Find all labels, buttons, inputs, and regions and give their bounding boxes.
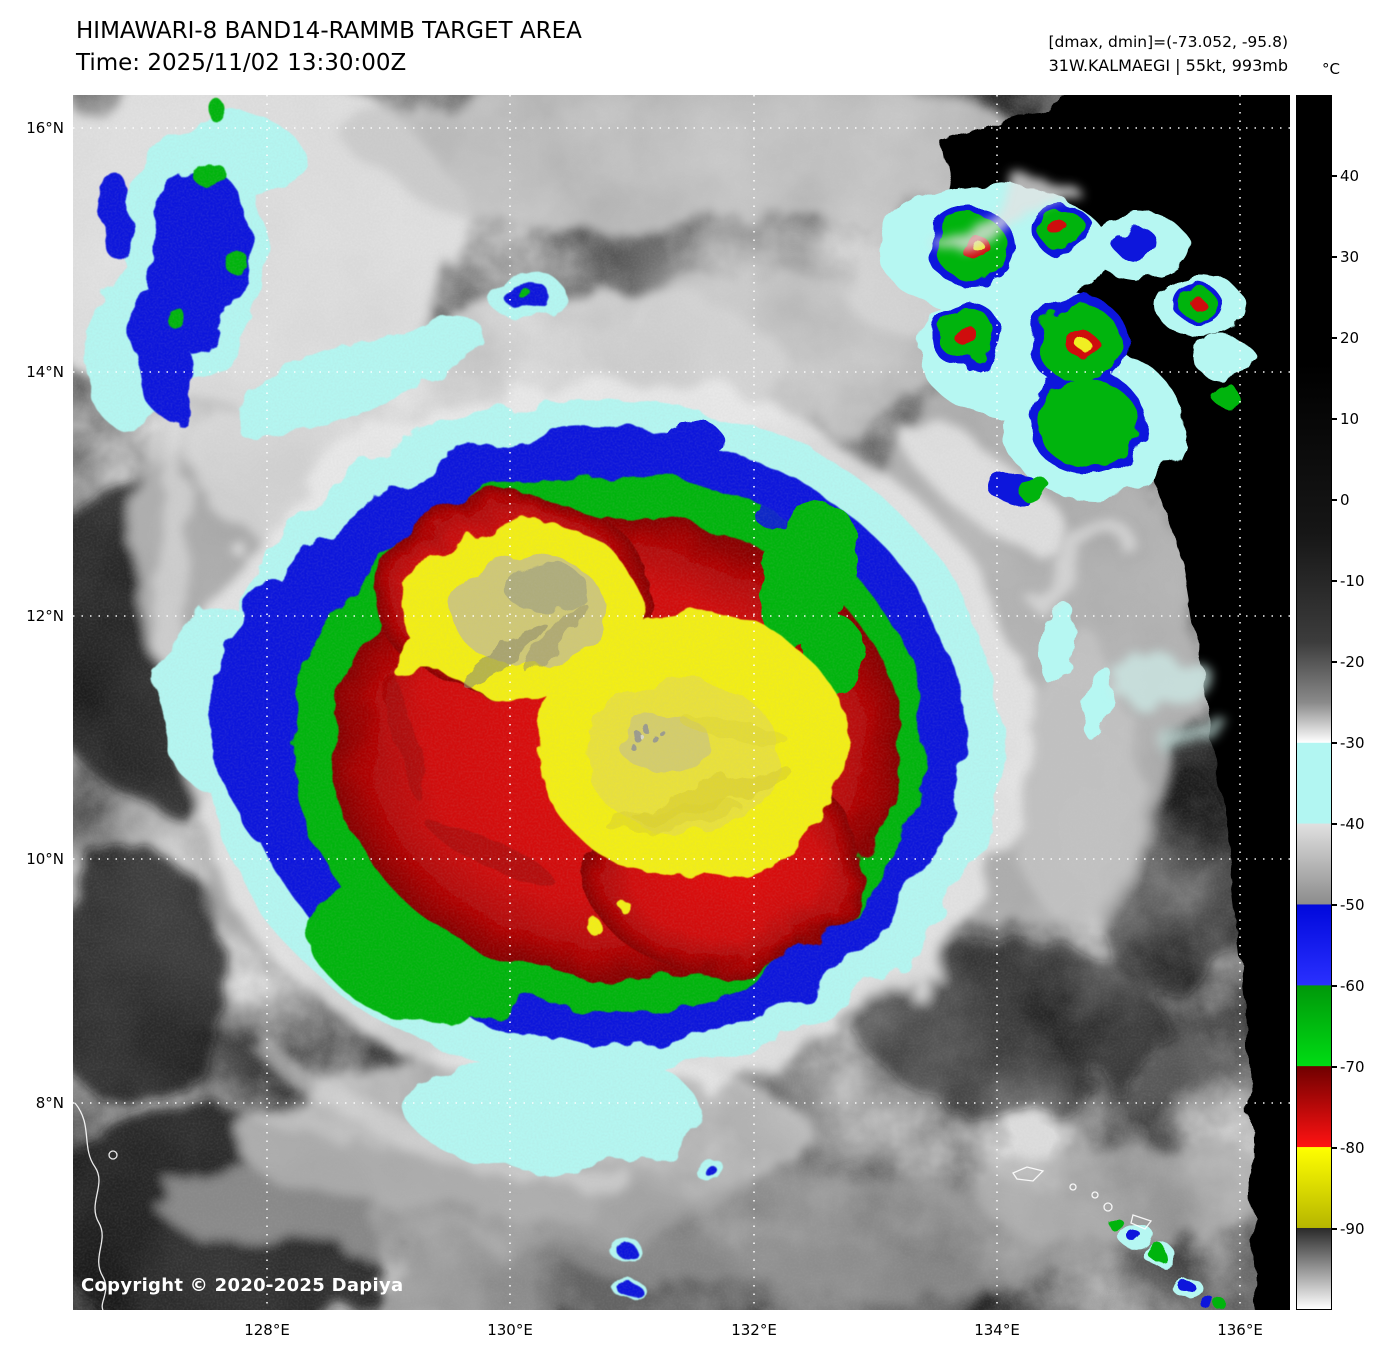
copyright-text: Copyright © 2020-2025 Dapiya: [81, 1275, 404, 1296]
lon-label-130e: 130°E: [487, 1321, 533, 1339]
cb-tick-n10: -10: [1340, 572, 1365, 590]
lat-label-8n: 8°N: [35, 1094, 64, 1112]
cb-tick-n80: -80: [1340, 1139, 1365, 1157]
grid-lines: [73, 95, 1290, 1310]
dmax-dmin-readout: [dmax, dmin]=(-73.052, -95.8): [1048, 33, 1289, 51]
storm-info: 31W.KALMAEGI | 55kt, 993mb: [1048, 56, 1288, 75]
cb-tick-n40: -40: [1340, 815, 1365, 833]
colorbar-unit-label: °C: [1322, 60, 1340, 78]
cb-tick-n50: -50: [1340, 896, 1365, 914]
lat-label-12n: 12°N: [26, 607, 64, 625]
lon-label-128e: 128°E: [244, 1321, 290, 1339]
coastline: [74, 1102, 1153, 1310]
timestamp: Time: 2025/11/02 13:30:00Z: [76, 50, 407, 76]
cb-tick-20: 20: [1340, 329, 1360, 347]
cb-tick-40: 40: [1340, 167, 1360, 185]
satellite-image: [73, 95, 1290, 1310]
page-title: HIMAWARI-8 BAND14-RAMMB TARGET AREA: [76, 18, 582, 44]
cb-tick-30: 30: [1340, 248, 1360, 266]
cb-tick-n30: -30: [1340, 734, 1365, 752]
cb-tick-n90: -90: [1340, 1220, 1365, 1238]
lat-label-16n: 16°N: [26, 119, 64, 137]
lat-label-14n: 14°N: [26, 363, 64, 381]
cb-tick-10: 10: [1340, 410, 1360, 428]
lon-label-132e: 132°E: [731, 1321, 777, 1339]
storm-cluster-ne: [878, 185, 1253, 1310]
lon-label-134e: 134°E: [974, 1321, 1020, 1339]
offscan-black-region: [941, 95, 1290, 1310]
lon-label-136e: 136°E: [1217, 1321, 1263, 1339]
cb-tick-0: 0: [1340, 491, 1350, 509]
satellite-map: Copyright © 2020-2025 Dapiya: [73, 95, 1290, 1310]
cb-tick-n70: -70: [1340, 1058, 1365, 1076]
temperature-colorbar: [1296, 95, 1332, 1310]
lat-label-10n: 10°N: [26, 850, 64, 868]
cb-tick-n20: -20: [1340, 653, 1365, 671]
cb-tick-n60: -60: [1340, 977, 1365, 995]
wisp-layer: [926, 185, 1223, 757]
